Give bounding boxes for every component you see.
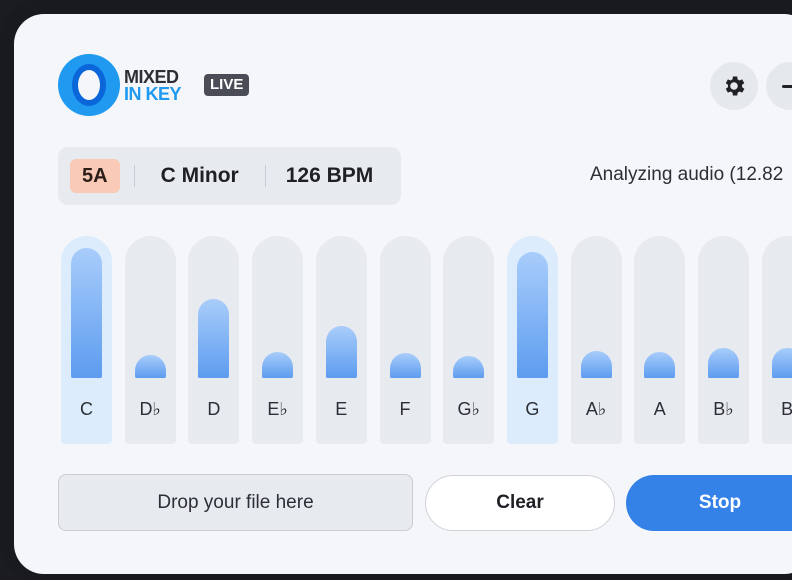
bpm-value: 126 BPM xyxy=(285,164,374,187)
note-level-bar xyxy=(580,351,612,378)
note-level-bar xyxy=(644,352,676,378)
note-bars: C D♭ D E♭ E F G♭ G A♭ A B♭ B xyxy=(14,236,792,444)
note-label: D♭ xyxy=(139,399,161,419)
logo-line1: MIXED xyxy=(124,67,179,87)
main-panel: MIXED IN KEY LIVE 5A C Minor 126 BPM Ana… xyxy=(14,14,792,574)
note-column: A♭ xyxy=(570,236,622,444)
note-column: A xyxy=(634,236,686,444)
note-level-bar xyxy=(516,252,548,378)
note-level-bar xyxy=(325,326,357,378)
note-label: A♭ xyxy=(585,399,607,419)
live-badge: LIVE xyxy=(204,74,250,96)
logo-line2: IN KEY xyxy=(124,84,182,104)
note-column: B xyxy=(761,236,792,444)
analysis-status: Analyzing audio (12.82 xyxy=(590,164,784,185)
note-level-bar xyxy=(771,348,792,378)
note-label: A xyxy=(653,399,666,419)
note-level-bar xyxy=(134,355,166,378)
note-column: E♭ xyxy=(252,236,304,444)
divider xyxy=(133,165,135,187)
drop-zone[interactable]: Drop your file here xyxy=(58,474,413,531)
note-column: C xyxy=(61,236,112,444)
note-column: G xyxy=(506,236,558,444)
key-info-pill: 5A C Minor 126 BPM xyxy=(58,147,401,205)
logo-ring-icon xyxy=(58,54,120,116)
note-label: C xyxy=(80,399,93,419)
settings-button[interactable] xyxy=(710,62,758,110)
note-label: E♭ xyxy=(267,399,288,419)
note-column: D♭ xyxy=(124,236,176,444)
note-level-bar xyxy=(71,248,102,378)
camelot-key-badge: 5A xyxy=(70,159,120,193)
musical-key: C Minor xyxy=(160,164,239,187)
note-level-bar xyxy=(262,352,294,378)
stop-button-label: Stop xyxy=(698,492,742,513)
note-column: G♭ xyxy=(443,236,495,444)
note-label: G♭ xyxy=(457,399,480,419)
note-level-bar xyxy=(389,353,421,378)
note-label: F xyxy=(399,399,411,419)
note-column: E xyxy=(315,236,367,444)
note-label: B♭ xyxy=(713,399,734,419)
note-label: G xyxy=(525,399,540,419)
note-column: F xyxy=(379,236,431,444)
clear-button[interactable]: Clear xyxy=(425,475,615,531)
note-level-bar xyxy=(198,299,230,378)
mixed-in-key-logo: MIXED IN KEY LIVE xyxy=(58,54,278,118)
gear-icon xyxy=(725,76,745,96)
note-label: B xyxy=(781,399,792,419)
stop-button[interactable]: Stop xyxy=(626,475,792,531)
note-label: D xyxy=(207,399,221,419)
note-level-bar xyxy=(453,356,485,378)
note-column: B♭ xyxy=(698,236,749,444)
note-label: E xyxy=(335,399,348,419)
divider xyxy=(264,165,266,187)
minus-icon xyxy=(782,84,792,88)
note-level-bar xyxy=(708,348,739,378)
minimize-button[interactable] xyxy=(766,62,792,110)
note-column: D xyxy=(188,236,240,444)
